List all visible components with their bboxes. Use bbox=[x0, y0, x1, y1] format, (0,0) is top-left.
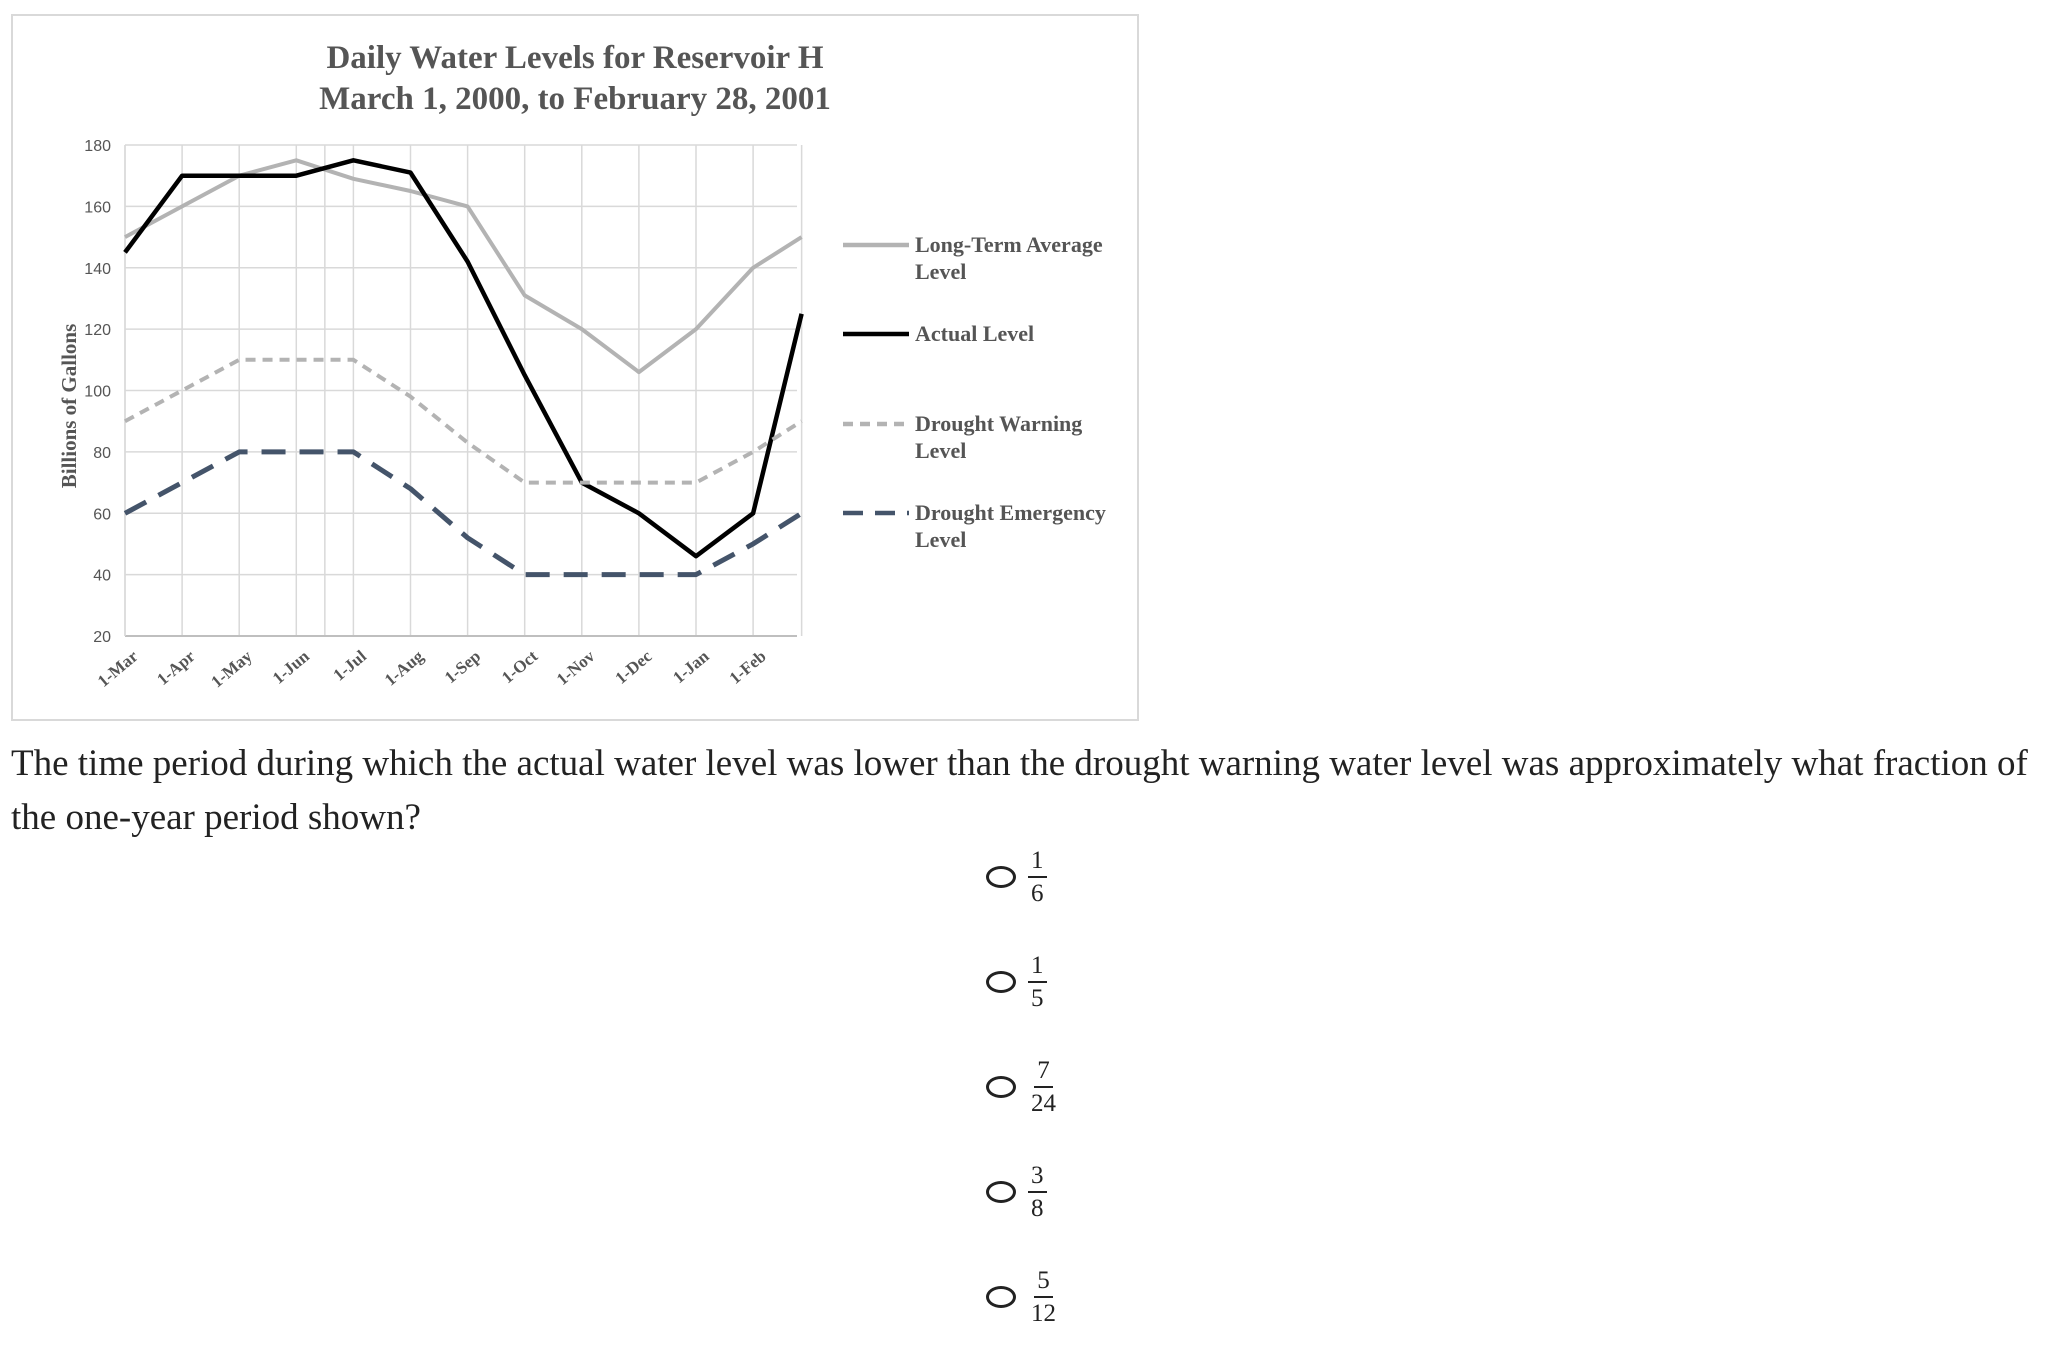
y-tick-label: 20 bbox=[93, 629, 111, 646]
chart-series bbox=[123, 158, 804, 578]
answer-choice[interactable]: 7 24 bbox=[986, 1052, 1059, 1122]
fraction-denominator: 8 bbox=[1031, 1195, 1044, 1222]
radio-button[interactable] bbox=[986, 1076, 1016, 1098]
x-tick-label: 1-Feb bbox=[726, 647, 770, 688]
x-tick-label: 1-Jan bbox=[669, 646, 713, 687]
y-tick-label: 120 bbox=[84, 322, 111, 339]
y-tick-label: 180 bbox=[84, 138, 111, 155]
series-line-drought-warning bbox=[124, 357, 803, 485]
answer-choice[interactable]: 5 12 bbox=[986, 1262, 1059, 1332]
legend-label: Drought Emergency bbox=[915, 500, 1106, 525]
legend-label: Level bbox=[915, 438, 966, 463]
line-chart: Daily Water Levels for Reservoir H March… bbox=[57, 40, 1106, 691]
fraction-numerator: 3 bbox=[1028, 1162, 1047, 1193]
series-line-drought-emergency bbox=[123, 449, 803, 578]
chart-title: Daily Water Levels for Reservoir H bbox=[326, 40, 823, 76]
legend-label: Actual Level bbox=[915, 321, 1034, 346]
x-tick-label: 1-Aug bbox=[381, 646, 428, 689]
legend-label: Level bbox=[915, 527, 966, 552]
x-tick-label: 1-Oct bbox=[498, 646, 542, 687]
fraction-denominator: 5 bbox=[1031, 985, 1044, 1012]
x-tick-label: 1-Dec bbox=[611, 646, 655, 688]
x-axis-ticks: 1-Mar 1-Apr 1-May 1-Jun 1-Jul 1-Aug 1-Sep 1-Oct… bbox=[94, 646, 770, 691]
x-tick-label: 1-Apr bbox=[153, 646, 199, 689]
question-text: The time period during which the actual … bbox=[11, 743, 2028, 838]
x-tick-label: 1-Mar bbox=[94, 646, 142, 691]
series-line-long-term-average bbox=[124, 158, 803, 375]
x-tick-label: 1-Sep bbox=[441, 647, 484, 688]
radio-button[interactable] bbox=[986, 971, 1016, 993]
chart-frame: Daily Water Levels for Reservoir H March… bbox=[11, 14, 1139, 721]
legend-label: Long-Term Average bbox=[915, 232, 1103, 257]
legend-item-actual-level: Actual Level bbox=[843, 321, 1034, 346]
fraction-denominator: 6 bbox=[1031, 880, 1044, 907]
y-tick-label: 40 bbox=[93, 568, 111, 585]
y-tick-label: 100 bbox=[84, 384, 111, 401]
fraction-denominator: 12 bbox=[1031, 1300, 1056, 1327]
x-tick-label: 1-May bbox=[207, 646, 256, 691]
y-tick-label: 60 bbox=[93, 506, 111, 523]
fraction-numerator: 1 bbox=[1028, 952, 1047, 983]
chart-subtitle: March 1, 2000, to February 28, 2001 bbox=[319, 81, 831, 117]
fraction-numerator: 7 bbox=[1034, 1057, 1053, 1088]
y-axis-ticks: 20 40 60 80 100 120 140 160 180 bbox=[84, 138, 111, 646]
radio-button[interactable] bbox=[986, 866, 1016, 888]
legend-label: Drought Warning bbox=[915, 411, 1082, 436]
y-tick-label: 140 bbox=[84, 261, 111, 278]
fraction-numerator: 1 bbox=[1028, 847, 1047, 878]
x-tick-label: 1-Jul bbox=[330, 646, 371, 684]
fraction-denominator: 24 bbox=[1031, 1090, 1056, 1117]
y-tick-label: 80 bbox=[93, 445, 111, 462]
series-line-actual-level bbox=[123, 158, 804, 559]
x-tick-label: 1-Nov bbox=[553, 646, 599, 689]
radio-button[interactable] bbox=[986, 1286, 1016, 1308]
legend-label: Level bbox=[915, 259, 966, 284]
x-tick-label: 1-Jun bbox=[269, 646, 313, 688]
fraction: 5 12 bbox=[1028, 1267, 1059, 1327]
chart-gridlines bbox=[124, 144, 803, 637]
fraction-numerator: 5 bbox=[1034, 1267, 1053, 1298]
radio-button[interactable] bbox=[986, 1181, 1016, 1203]
fraction: 7 24 bbox=[1028, 1057, 1059, 1117]
y-axis-label: Billions of Gallons bbox=[57, 324, 81, 489]
y-tick-label: 160 bbox=[84, 199, 111, 216]
